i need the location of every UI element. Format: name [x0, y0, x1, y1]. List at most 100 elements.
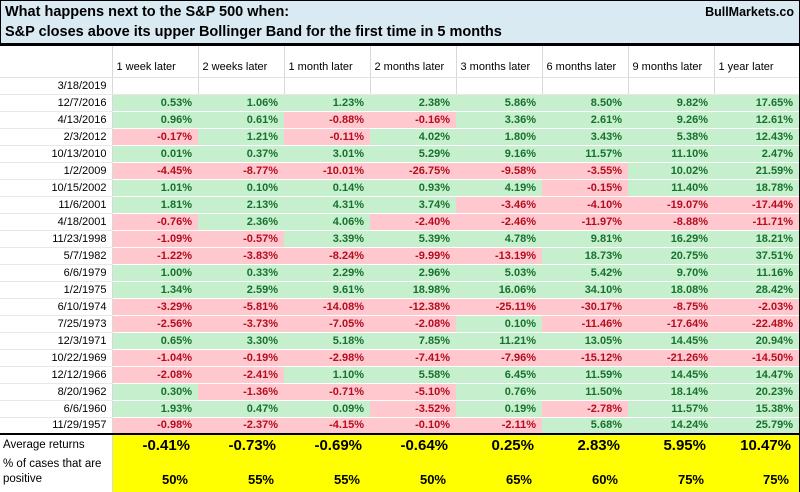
return-cell: 0.93% — [370, 179, 456, 197]
table-row: 7/25/1973 -2.56% -3.73% -7.05% -2.08% 0.10% -1… — [0, 315, 800, 333]
column-header-3: 1 month later — [284, 46, 371, 78]
return-cell: -0.88% — [284, 111, 370, 129]
return-cell: 16.29% — [628, 230, 714, 248]
return-cell: -8.24% — [284, 247, 370, 265]
average-return-cell: -0.69% — [284, 433, 370, 456]
return-cell: -17.44% — [714, 196, 800, 214]
return-cell: 14.47% — [714, 366, 800, 384]
return-cell: 0.37% — [198, 145, 284, 163]
return-cell: 4.31% — [284, 196, 370, 214]
return-cell: -2.46% — [456, 213, 542, 231]
header-row: 1 week later 2 weeks later 1 month later 2 … — [0, 46, 800, 78]
brand-link[interactable]: BullMarkets.co — [705, 5, 794, 19]
return-cell: -1.36% — [198, 383, 284, 401]
return-cell: 0.10% — [456, 315, 542, 333]
return-cell: 20.23% — [714, 383, 800, 401]
table-row: 6/10/1974 -3.29% -5.81% -14.08% -12.38% -25.1… — [0, 298, 800, 316]
title-line1: What happens next to the S&P 500 when: — [5, 4, 290, 20]
return-cell: -10.01% — [284, 162, 370, 180]
percent-positive-cell: 55% — [198, 456, 284, 492]
return-cell: 3.01% — [284, 145, 370, 163]
return-cell: 2.38% — [370, 94, 456, 112]
title-box: What happens next to the S&P 500 when: B… — [0, 0, 800, 46]
return-cell: 5.03% — [456, 264, 542, 282]
return-cell: -4.45% — [112, 162, 198, 180]
table-row: 6/6/1979 1.00% 0.33% 2.29% 2.96% 5.03% 5.42% 9.… — [0, 264, 800, 282]
return-cell: -11.97% — [542, 213, 628, 231]
return-cell: 1.80% — [456, 128, 542, 146]
return-cell: 0.65% — [112, 332, 198, 350]
percent-positive-cell: 55% — [284, 456, 370, 492]
return-cell: 1.21% — [198, 128, 284, 146]
table-row: 1/2/1975 1.34% 2.59% 9.61% 18.98% 16.06% 34.10… — [0, 281, 800, 299]
return-cell: 15.38% — [714, 400, 800, 418]
date-cell: 11/6/2001 — [0, 196, 113, 214]
return-cell: -2.56% — [112, 315, 198, 333]
average-return-cell: 0.25% — [456, 433, 542, 456]
average-return-cell: 2.83% — [542, 433, 628, 456]
return-cell: -25.11% — [456, 298, 542, 316]
return-cell: -15.12% — [542, 349, 628, 367]
return-cell: 37.51% — [714, 247, 800, 265]
date-cell: 11/23/1998 — [0, 230, 113, 248]
return-cell: -1.09% — [112, 230, 198, 248]
return-cell: -11.71% — [714, 213, 800, 231]
return-cell: -3.83% — [198, 247, 284, 265]
return-cell: -0.15% — [542, 179, 628, 197]
date-cell: 10/22/1969 — [0, 349, 113, 367]
average-return-cell: 10.47% — [714, 433, 800, 456]
return-cell: 8.50% — [542, 94, 628, 112]
return-cell: 0.33% — [198, 264, 284, 282]
column-header-2: 2 weeks later — [198, 46, 285, 78]
date-cell: 2/3/2012 — [0, 128, 113, 146]
table-row: 10/13/2010 0.01% 0.37% 3.01% 5.29% 9.16% 11.57… — [0, 145, 800, 163]
return-cell: 6.45% — [456, 366, 542, 384]
return-cell: 11.40% — [628, 179, 714, 197]
table-row: 3/18/2019 — [0, 77, 800, 95]
return-cell: -0.17% — [112, 128, 198, 146]
return-cell: 5.86% — [456, 94, 542, 112]
table-row: 12/7/2016 0.53% 1.06% 1.23% 2.38% 5.86% 8.50% 9… — [0, 94, 800, 112]
return-cell: 5.39% — [370, 230, 456, 248]
return-cell: -12.38% — [370, 298, 456, 316]
return-cell: -5.10% — [370, 383, 456, 401]
return-cell: 13.05% — [542, 332, 628, 350]
return-cell: 0.09% — [284, 400, 370, 418]
return-cell: 0.01% — [112, 145, 198, 163]
return-cell: 1.06% — [198, 94, 284, 112]
date-cell: 12/7/2016 — [0, 94, 113, 112]
return-cell: -3.73% — [198, 315, 284, 333]
return-cell: 4.02% — [370, 128, 456, 146]
return-cell: 2.29% — [284, 264, 370, 282]
table-row: 12/12/1966 -2.08% -2.41% 1.10% 5.58% 6.45% 11.… — [0, 366, 800, 384]
return-cell: -0.71% — [284, 383, 370, 401]
return-cell: 11.59% — [542, 366, 628, 384]
percent-positive-cell: 75% — [628, 456, 714, 492]
return-cell: 3.74% — [370, 196, 456, 214]
return-cell: -2.37% — [198, 417, 284, 435]
return-cell-empty — [112, 77, 199, 95]
return-cell: 21.59% — [714, 162, 800, 180]
return-cell: 7.85% — [370, 332, 456, 350]
return-cell: 5.42% — [542, 264, 628, 282]
return-cell: -7.96% — [456, 349, 542, 367]
date-cell: 1/2/1975 — [0, 281, 113, 299]
return-cell: 18.78% — [714, 179, 800, 197]
return-cell: -11.46% — [542, 315, 628, 333]
column-header-4: 2 months later — [370, 46, 457, 78]
return-cell: -4.10% — [542, 196, 628, 214]
return-cell: -8.88% — [628, 213, 714, 231]
return-cell: 18.73% — [542, 247, 628, 265]
date-cell: 6/6/1979 — [0, 264, 113, 282]
return-cell: -3.52% — [370, 400, 456, 418]
date-cell: 4/18/2001 — [0, 213, 113, 231]
return-cell: 5.18% — [284, 332, 370, 350]
return-cell: 16.06% — [456, 281, 542, 299]
return-cell: 2.61% — [542, 111, 628, 129]
table-row: 10/15/2002 1.01% 0.10% 0.14% 0.93% 4.19% -0.15… — [0, 179, 800, 197]
return-cell-empty — [284, 77, 371, 95]
table-summary: Average returns -0.41% -0.73% -0.69% -0.64% 0… — [0, 433, 800, 492]
return-cell: 20.94% — [714, 332, 800, 350]
return-cell: 5.29% — [370, 145, 456, 163]
